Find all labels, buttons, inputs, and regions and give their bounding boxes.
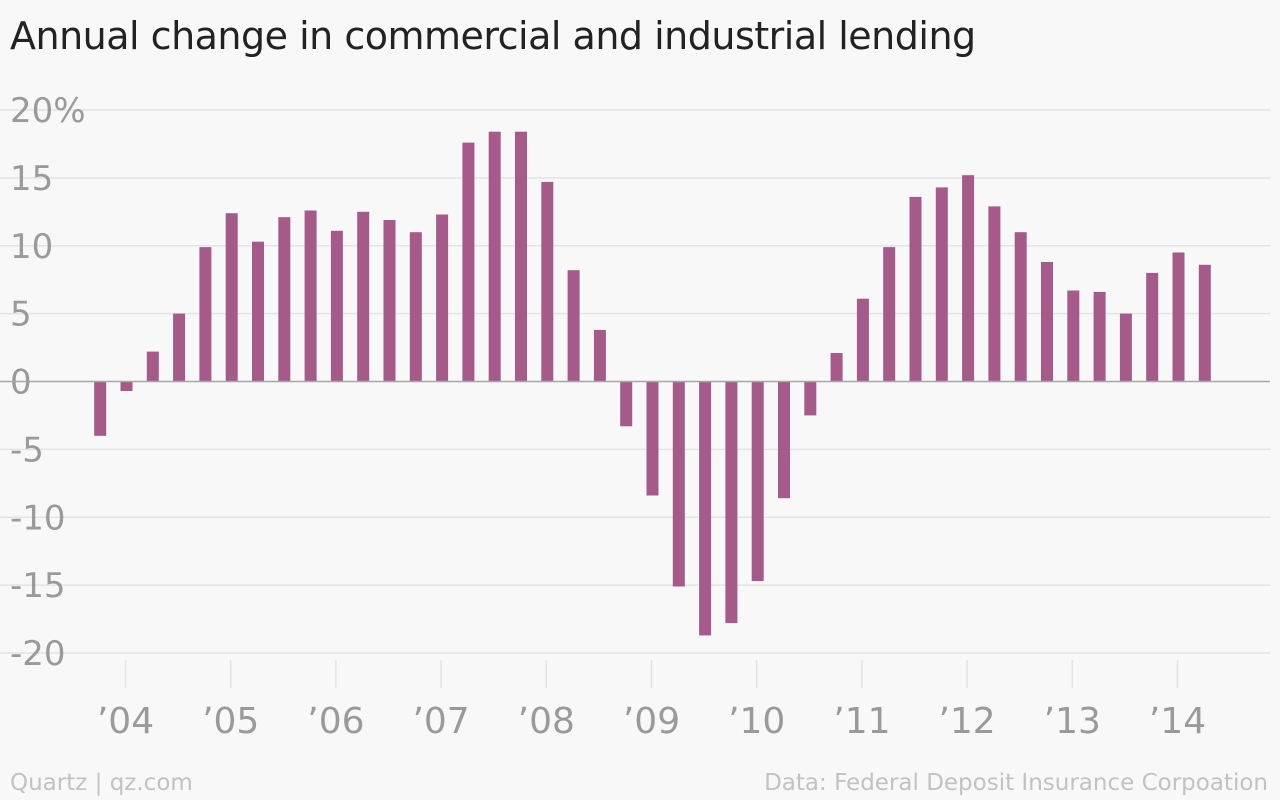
bar [1014, 232, 1027, 382]
bar [593, 329, 606, 382]
bar [567, 270, 580, 382]
bar [1198, 264, 1211, 382]
gridlines [0, 109, 1270, 654]
y-tick-label: 15 [10, 159, 53, 199]
bar [988, 206, 1001, 382]
bar [699, 381, 712, 636]
bar [1093, 291, 1106, 382]
bar [252, 241, 264, 382]
bar [646, 381, 659, 496]
bar [778, 381, 790, 499]
x-axis-ticks: ’04 ’05 ’06 ’07 ’08 ’09 ’10 ’11 ’12 ’13 ’14 [97, 660, 1206, 742]
y-tick-label: 20% [10, 91, 86, 131]
bar [199, 247, 212, 382]
bar [751, 381, 764, 582]
y-tick-label: -10 [10, 498, 66, 538]
bar [962, 175, 975, 382]
footer-source: Data: Federal Deposit Insurance Corpoati… [764, 770, 1268, 796]
x-tick-label: ’07 [412, 701, 469, 742]
bar [383, 220, 396, 382]
bar [146, 351, 159, 382]
bar [330, 230, 343, 382]
bar [830, 353, 843, 382]
bar [1041, 262, 1053, 382]
x-tick-label: ’10 [728, 701, 785, 742]
footer-credit: Quartz | qz.com [10, 770, 193, 796]
x-tick-label: ’12 [938, 701, 995, 742]
bar [462, 142, 475, 382]
bar [515, 131, 527, 382]
bar [672, 381, 685, 587]
bar [225, 213, 238, 382]
bars [94, 131, 1211, 636]
bar [620, 381, 633, 427]
x-tick-label: ’05 [202, 701, 259, 742]
x-tick-label: ’06 [307, 701, 364, 742]
bar [935, 187, 948, 382]
bar [909, 196, 922, 382]
x-tick-label: ’13 [1044, 701, 1101, 742]
y-axis-ticks: 20% 15 10 5 0 -5 -10 -15 -20 [10, 91, 86, 674]
y-tick-label: -20 [10, 634, 66, 674]
bar [94, 381, 107, 436]
bar [1172, 252, 1185, 382]
bar [804, 381, 817, 416]
bar [357, 211, 370, 382]
bar [1146, 272, 1159, 382]
y-tick-label: -5 [10, 430, 44, 470]
bar [488, 131, 501, 382]
y-tick-label: 10 [10, 227, 53, 267]
bar [436, 214, 449, 382]
x-tick-label: ’14 [1149, 701, 1206, 742]
bar [883, 247, 896, 382]
x-tick-label: ’09 [623, 701, 680, 742]
y-tick-label: 0 [10, 363, 32, 403]
bar [856, 298, 869, 382]
x-tick-label: ’08 [518, 701, 575, 742]
bar [173, 313, 186, 382]
chart-title: Annual change in commercial and industri… [10, 14, 976, 58]
bar [409, 232, 422, 382]
bar [1119, 313, 1132, 382]
bar [120, 381, 133, 391]
x-tick-label: ’04 [97, 701, 154, 742]
y-tick-label: 5 [10, 295, 32, 335]
bar [304, 210, 317, 382]
bar [278, 217, 291, 382]
bar [1067, 290, 1080, 382]
y-tick-label: -15 [10, 566, 66, 606]
x-tick-label: ’11 [833, 701, 890, 742]
bar [725, 381, 738, 624]
bar [541, 181, 554, 382]
